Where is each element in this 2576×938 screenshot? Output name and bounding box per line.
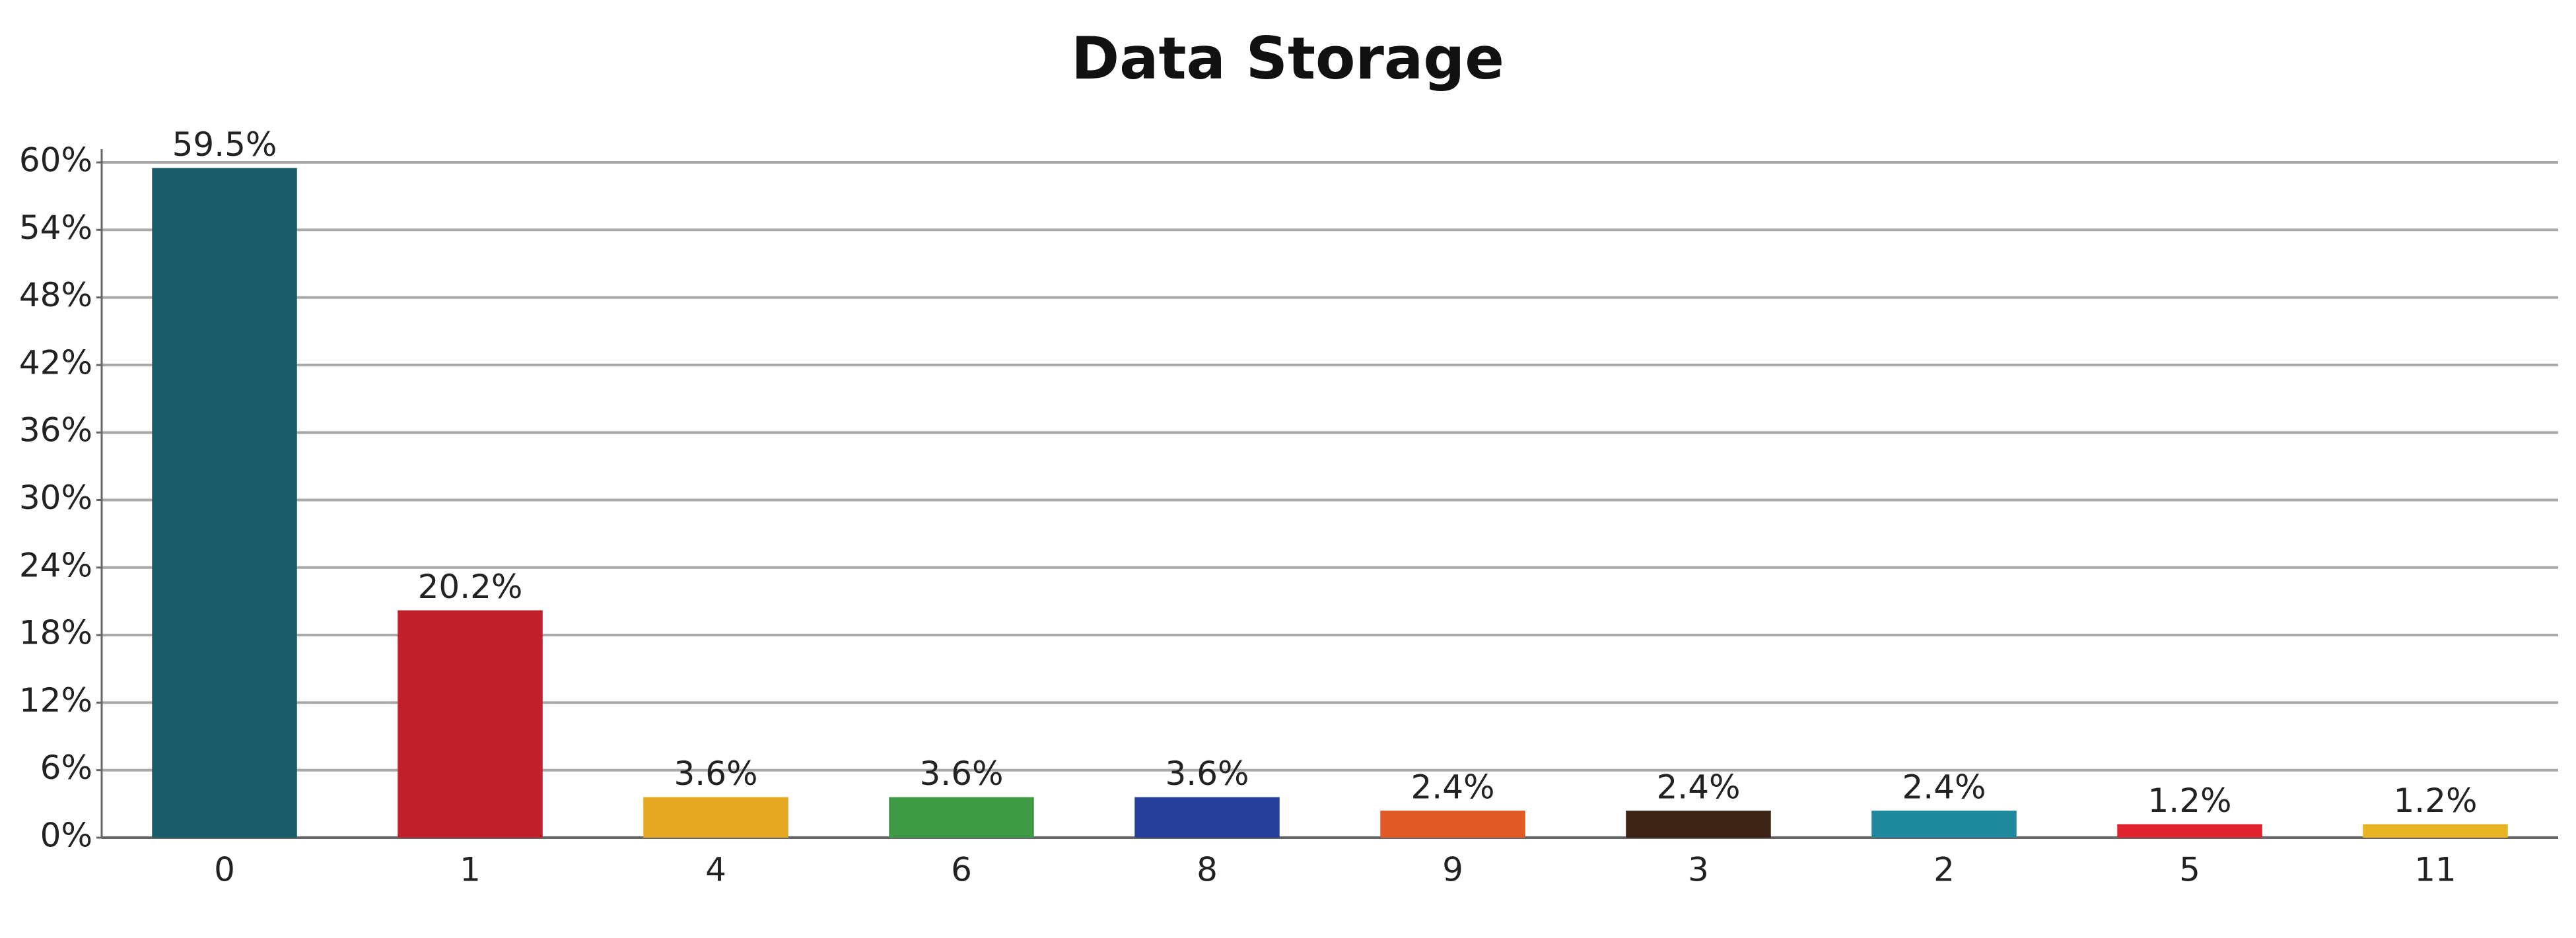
bar — [2363, 824, 2508, 838]
chart-title: Data Storage — [1071, 24, 1504, 92]
value-label: 1.2% — [2147, 782, 2231, 820]
x-tick-label: 1 — [460, 851, 481, 889]
x-tick-label: 0 — [214, 851, 235, 889]
value-label: 3.6% — [674, 754, 757, 793]
bar — [1380, 811, 1525, 838]
y-tick-label: 24% — [19, 546, 92, 584]
value-label: 59.5% — [172, 125, 277, 164]
y-tick-label: 54% — [19, 209, 92, 247]
x-tick-label: 9 — [1442, 851, 1463, 889]
bar — [1871, 811, 2017, 838]
value-label: 2.4% — [1656, 768, 1740, 807]
y-tick-label: 48% — [19, 276, 92, 314]
x-tick-label: 6 — [951, 851, 972, 889]
y-tick-label: 18% — [19, 614, 92, 652]
value-label: 1.2% — [2393, 782, 2477, 820]
value-label: 3.6% — [1165, 754, 1249, 793]
x-tick-label: 8 — [1197, 851, 1218, 889]
x-tick-label: 5 — [2179, 851, 2200, 889]
bar — [1626, 811, 1771, 838]
bar — [2117, 824, 2262, 838]
y-tick-label: 42% — [19, 343, 92, 382]
bar — [643, 797, 788, 838]
y-tick-label: 0% — [40, 817, 92, 855]
bar — [889, 797, 1034, 838]
bar — [1134, 797, 1280, 838]
bar — [152, 168, 297, 838]
y-tick-label: 60% — [19, 141, 92, 180]
x-tick-label: 2 — [1933, 851, 1955, 889]
y-tick-label: 36% — [19, 411, 92, 450]
value-label: 20.2% — [418, 568, 523, 606]
y-tick-label: 6% — [40, 749, 92, 787]
value-label: 3.6% — [919, 754, 1003, 793]
value-label: 2.4% — [1902, 768, 1986, 807]
x-tick-label: 11 — [2414, 851, 2456, 889]
x-tick-label: 4 — [705, 851, 726, 889]
x-tick-label: 3 — [1688, 851, 1709, 889]
bar — [398, 610, 543, 838]
value-label: 2.4% — [1410, 768, 1494, 807]
y-tick-label: 12% — [19, 681, 92, 720]
y-tick-label: 30% — [19, 479, 92, 517]
